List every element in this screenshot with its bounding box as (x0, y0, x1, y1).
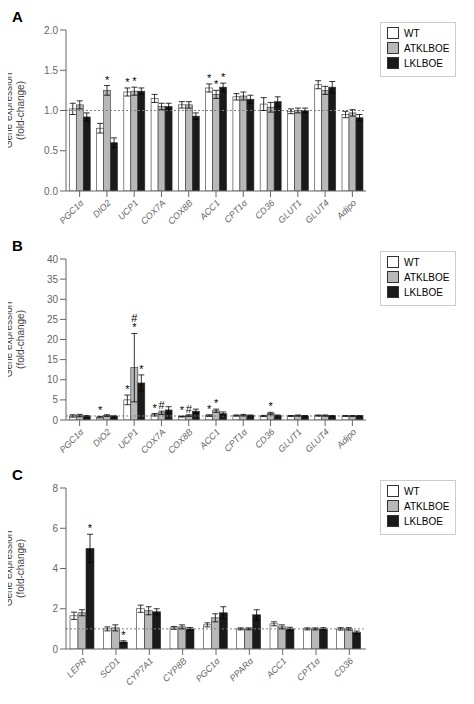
svg-text:LEPR: LEPR (65, 656, 89, 680)
svg-text:*: * (98, 404, 103, 416)
svg-text:Gene expression(fold-change): Gene expression(fold-change) (8, 73, 26, 149)
svg-text:GLUT4: GLUT4 (303, 427, 331, 455)
svg-text:*: * (125, 76, 130, 88)
svg-text:PGC1α: PGC1α (194, 655, 223, 684)
svg-text:PGC1α: PGC1α (58, 426, 87, 455)
html-text:ATKLBOE: ATKLBOE (404, 271, 450, 283)
svg-text:CD36: CD36 (253, 198, 276, 221)
svg-text:COX8B: COX8B (166, 198, 195, 227)
svg-text:DIO2: DIO2 (91, 427, 113, 449)
html-text:LKLBOE: LKLBOE (404, 286, 443, 298)
svg-text:8: 8 (52, 483, 58, 494)
svg-text:COX8B: COX8B (166, 427, 195, 456)
svg-text:ACC1: ACC1 (197, 427, 222, 452)
svg-text:CD36: CD36 (253, 427, 276, 450)
svg-text:GLUT1: GLUT1 (276, 198, 304, 226)
svg-text:PGC1α: PGC1α (58, 197, 87, 226)
svg-text:Gene expression(fold-change): Gene expression(fold-change) (8, 302, 26, 378)
svg-text:CYP8B: CYP8B (161, 656, 189, 684)
svg-text:GLUT1: GLUT1 (276, 427, 304, 455)
svg-text:*: * (214, 78, 219, 90)
svg-text:0: 0 (52, 644, 58, 655)
svg-text:Gene expression(fold-change): Gene expression(fold-change) (8, 531, 26, 607)
svg-text:UCP1: UCP1 (116, 427, 140, 451)
svg-text:0: 0 (52, 415, 58, 426)
html-text:B: B (12, 237, 23, 254)
svg-text:#: # (159, 399, 166, 411)
svg-text:40: 40 (47, 254, 59, 265)
svg-text:*: * (125, 383, 130, 395)
html-text:ATKLBOE: ATKLBOE (404, 42, 450, 54)
svg-text:CD36: CD36 (332, 656, 355, 679)
html-text:A: A (12, 8, 23, 25)
svg-text:COX7A: COX7A (139, 198, 168, 227)
html-text:WT: WT (404, 27, 420, 39)
svg-text:20: 20 (47, 334, 59, 345)
svg-text:6: 6 (52, 523, 58, 534)
html-text:LKLBOE: LKLBOE (404, 57, 443, 69)
html-text:WT: WT (404, 485, 420, 497)
svg-text:35: 35 (47, 274, 59, 285)
svg-text:CPT1α: CPT1α (222, 197, 250, 225)
svg-text:SCD1: SCD1 (98, 656, 122, 680)
svg-text:PPARα: PPARα (228, 655, 256, 683)
svg-text:2: 2 (52, 603, 58, 614)
svg-text:GLUT4: GLUT4 (303, 198, 331, 226)
svg-text:CYP7A1: CYP7A1 (124, 656, 155, 687)
svg-text:0.5: 0.5 (44, 145, 58, 156)
svg-text:10: 10 (47, 374, 59, 385)
svg-text:*: * (269, 400, 274, 412)
svg-text:15: 15 (47, 354, 59, 365)
html-text:C: C (12, 466, 23, 483)
svg-text:*: * (221, 71, 226, 83)
svg-text:2.0: 2.0 (44, 25, 58, 36)
svg-text:Adipo: Adipo (334, 198, 358, 222)
svg-text:Adipo: Adipo (334, 427, 358, 451)
html-text:WT: WT (404, 256, 420, 268)
svg-text:1.0: 1.0 (44, 105, 58, 116)
svg-text:*: * (207, 72, 212, 84)
svg-text:4: 4 (52, 563, 58, 574)
html-text:ATKLBOE: ATKLBOE (404, 500, 450, 512)
svg-text:0.0: 0.0 (44, 186, 58, 197)
svg-text:30: 30 (47, 294, 59, 305)
svg-text:*: * (105, 74, 110, 86)
svg-text:*: * (132, 75, 137, 87)
svg-text:UCP1: UCP1 (116, 198, 140, 222)
svg-text:CPT1α: CPT1α (295, 655, 323, 683)
svg-text:1.5: 1.5 (44, 65, 58, 76)
svg-text:5: 5 (52, 394, 58, 405)
svg-text:*: * (121, 629, 126, 641)
svg-text:*: * (180, 404, 185, 416)
svg-text:ACC1: ACC1 (264, 656, 289, 681)
svg-text:*: * (88, 522, 93, 534)
svg-text:*: * (139, 363, 144, 375)
svg-text:#: # (131, 312, 138, 324)
svg-text:ACC1: ACC1 (197, 198, 222, 223)
svg-text:25: 25 (47, 314, 59, 325)
html-text:LKLBOE: LKLBOE (404, 515, 443, 527)
svg-text:CPT1α: CPT1α (222, 426, 250, 454)
svg-text:*: * (152, 402, 157, 414)
svg-text:#: # (186, 403, 193, 415)
svg-text:COX7A: COX7A (139, 427, 168, 456)
svg-text:DIO2: DIO2 (91, 198, 113, 220)
svg-text:*: * (214, 397, 219, 409)
svg-text:*: * (207, 403, 212, 415)
